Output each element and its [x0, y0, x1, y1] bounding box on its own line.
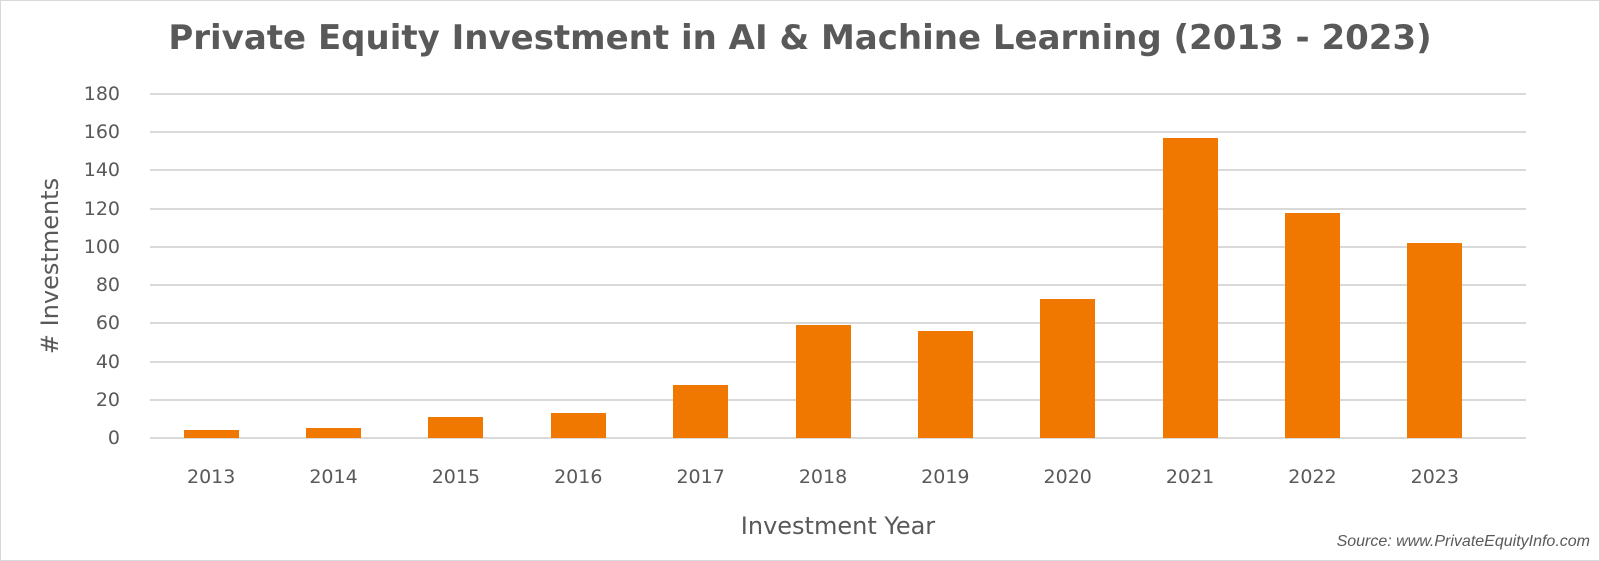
x-tick-label: 2014: [309, 466, 358, 488]
x-tick-label: 2018: [798, 466, 848, 488]
y-tick-label: 40: [95, 350, 120, 373]
x-tick-label: 2019: [921, 466, 970, 488]
bar-2018: [795, 325, 851, 438]
bar-2019: [917, 330, 973, 438]
bar-2015: [428, 416, 484, 438]
bar-2021: [1162, 137, 1218, 438]
bar-2013: [183, 430, 239, 438]
plot-area: 0 20 40 60 80 100 120 140 160 180 2013 2014 2015 2016…: [84, 83, 1526, 488]
x-tick-label: 2015: [431, 466, 481, 488]
y-tick-label: 80: [95, 274, 120, 297]
y-tick-label: 160: [83, 121, 120, 144]
bar-2014: [306, 428, 362, 438]
y-tick-label: 0: [107, 427, 120, 449]
y-tick-label: 140: [83, 159, 120, 182]
gridline: [150, 437, 1526, 439]
gridline: [150, 93, 1526, 95]
bar-2016: [550, 413, 606, 438]
chart-title: Private Equity Investment in AI & Machin…: [168, 18, 1432, 58]
y-tick-label: 120: [83, 197, 120, 220]
y-tick-label: 20: [95, 388, 120, 411]
bar-2023: [1407, 243, 1463, 438]
bar-2017: [673, 384, 729, 438]
gridline: [150, 131, 1526, 134]
y-tick-label: 180: [83, 83, 120, 105]
gridline: [150, 322, 1526, 325]
y-tick-label: 100: [83, 235, 120, 258]
bar-2020: [1040, 298, 1096, 438]
x-tick-label: 2022: [1288, 466, 1337, 488]
gridline: [150, 169, 1526, 172]
gridline: [150, 284, 1526, 287]
x-tick-label: 2021: [1165, 466, 1215, 488]
gridline: [150, 245, 1526, 248]
x-tick-label: 2013: [186, 466, 236, 488]
x-tick-label: 2017: [676, 466, 725, 488]
y-tick-label: 60: [95, 312, 120, 335]
x-tick-label: 2023: [1410, 466, 1459, 488]
bar-2022: [1284, 212, 1340, 438]
x-tick-label: 2020: [1043, 466, 1092, 488]
x-axis-label: Investment Year: [740, 512, 936, 540]
x-tick-label: 2016: [554, 466, 603, 488]
source-note: Source: www.PrivateEquityInfo.com: [1336, 533, 1590, 550]
gridline: [150, 207, 1526, 210]
